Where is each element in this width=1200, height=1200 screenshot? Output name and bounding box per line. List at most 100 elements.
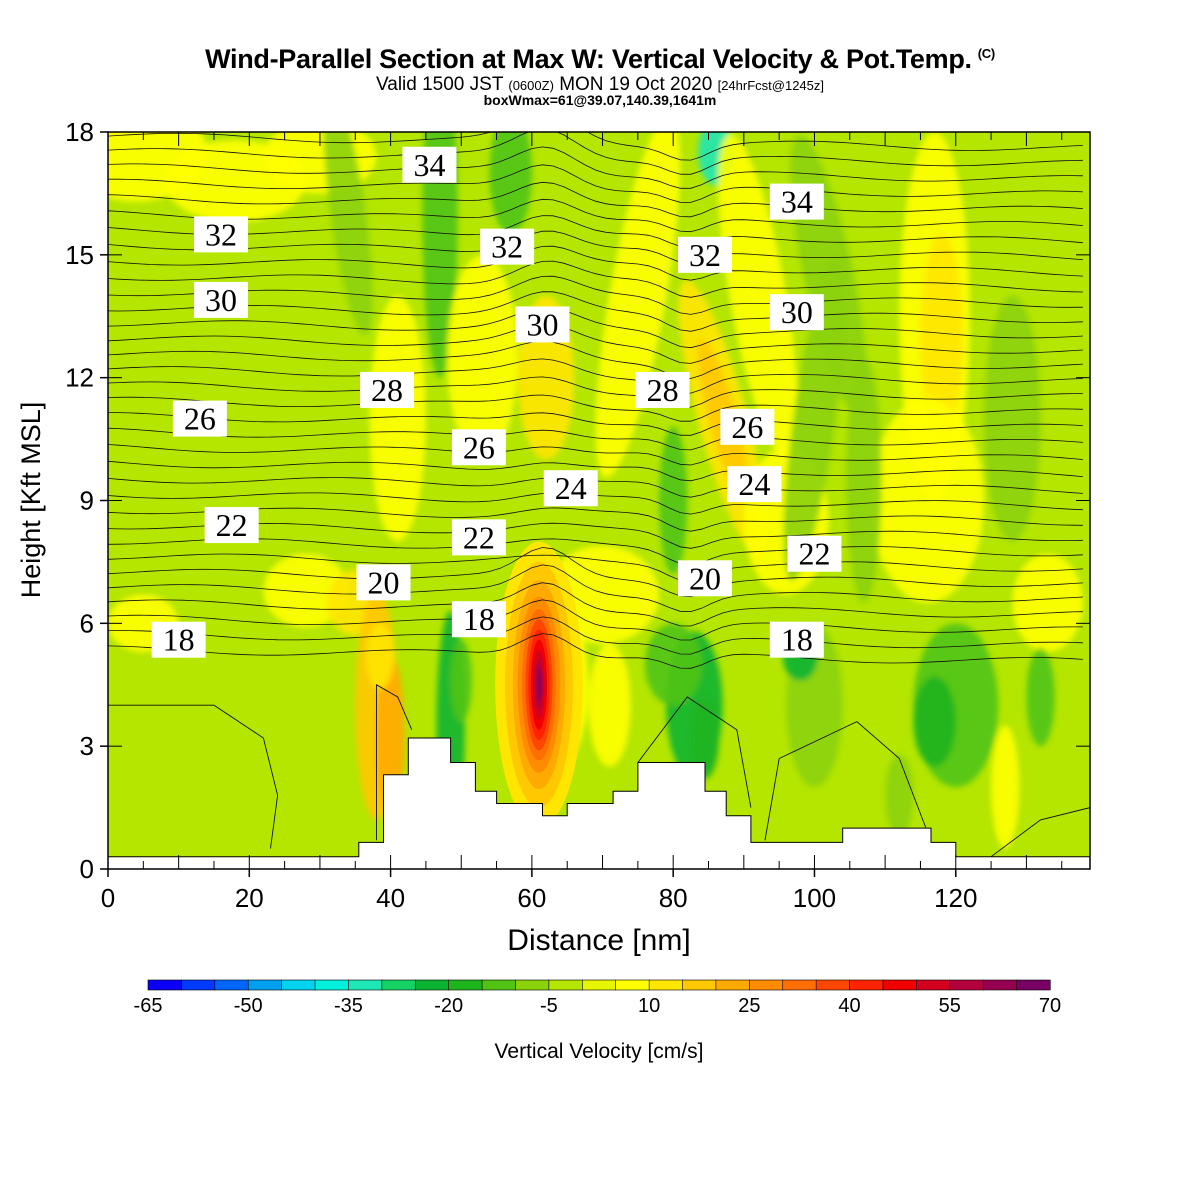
colorbar-tick-label: -65: [134, 995, 163, 1017]
colorbar-swatch: [481, 979, 517, 991]
field-cell: [991, 725, 1020, 849]
field-cell: [1026, 647, 1055, 747]
colorbar-swatch: [849, 979, 884, 991]
svg-text:34: 34: [781, 184, 813, 220]
colorbar-swatch: [815, 979, 851, 991]
valid-date: MON 19 Oct 2020: [559, 74, 713, 95]
theta-label: 22: [204, 507, 259, 544]
colorbar-tick-label: 40: [838, 995, 860, 1017]
colorbar-tick-label: 10: [638, 995, 660, 1017]
svg-text:32: 32: [205, 216, 237, 252]
theta-label: 26: [451, 429, 506, 466]
field-cell: [450, 639, 472, 722]
colorbar-swatch: [515, 979, 550, 991]
w-contour: [764, 721, 928, 841]
field-cell: [885, 754, 914, 837]
svg-text:22: 22: [798, 536, 830, 572]
svg-text:30: 30: [781, 294, 813, 330]
x-tick-label: 0: [101, 883, 115, 913]
theta-contour: [108, 181, 1083, 218]
theta-contour: [108, 260, 1083, 298]
field-cell: [690, 697, 720, 779]
theta-contour: [108, 547, 1083, 598]
theta-contour: [108, 376, 1083, 408]
colorbar-swatch: [414, 979, 450, 991]
field-cell: [323, 132, 373, 336]
colorbar-tick-label: -35: [334, 995, 363, 1017]
velocity-field: [108, 132, 1090, 869]
colorbar-swatch: [782, 979, 817, 991]
svg-text:26: 26: [731, 409, 763, 445]
colorbar-swatch: [882, 979, 917, 991]
theta-contour: [108, 394, 1083, 422]
x-tick-label: 40: [376, 883, 405, 913]
theta-contour: [108, 340, 1083, 379]
field-cell: [365, 623, 395, 689]
field-cell: [659, 426, 688, 575]
svg-text:22: 22: [463, 519, 495, 555]
svg-text:24: 24: [555, 470, 587, 506]
w-contour: [990, 807, 1090, 858]
colorbar-swatch: [381, 979, 416, 991]
x-tick-label: 80: [659, 883, 688, 913]
svg-text:34: 34: [413, 147, 445, 183]
field-cell: [913, 676, 956, 767]
y-tick-label: 6: [80, 608, 94, 638]
x-tick-label: 20: [235, 883, 264, 913]
colorbar-tick-label: 70: [1039, 995, 1061, 1017]
field-cell: [1012, 553, 1083, 652]
svg-text:22: 22: [216, 507, 248, 543]
theta-contour: [108, 291, 1083, 332]
theta-contour: [108, 245, 1083, 281]
theta-contours: [108, 132, 1090, 858]
theta-contour: [108, 275, 1083, 315]
colorbar-swatch: [648, 979, 684, 991]
theta-label: 22: [787, 535, 842, 572]
theta-contour: [108, 146, 1083, 189]
colorbar-swatch: [682, 979, 717, 991]
chart-subtitle: Valid 1500 JST (0600Z) MON 19 Oct 2020 […: [0, 74, 1200, 96]
w-contour: [637, 696, 752, 808]
colorbar-swatch: [1016, 979, 1051, 991]
colorbar-tick-label: 25: [738, 995, 760, 1017]
svg-text:26: 26: [184, 401, 216, 437]
y-tick-label: 0: [80, 854, 94, 884]
svg-text:28: 28: [371, 372, 403, 408]
theta-contour: [108, 323, 1083, 364]
theta-label: 24: [543, 470, 598, 507]
chart-title: Wind-Parallel Section at Max W: Vertical…: [205, 44, 995, 74]
svg-text:20: 20: [689, 560, 721, 596]
field-cell: [984, 295, 1041, 542]
terrain-profile: [107, 737, 1091, 870]
colorbar-swatch: [749, 979, 784, 991]
y-tick-label: 15: [65, 240, 94, 270]
svg-text:18: 18: [163, 622, 195, 658]
colorbar-tick-label: -50: [234, 995, 263, 1017]
colorbar-swatch: [715, 979, 750, 991]
theta-label: 18: [151, 621, 206, 658]
y-tick-label: 12: [65, 363, 94, 393]
field-cell: [846, 357, 882, 603]
forecast-info: [24hrFcst@1245z]: [717, 78, 825, 93]
theta-contour: [108, 599, 1083, 641]
field-cell: [369, 295, 426, 542]
theta-contour: [108, 582, 1083, 627]
x-axis-label: Distance [nm]: [507, 924, 690, 957]
theta-contour: [108, 460, 1083, 482]
theta-contour: [108, 553, 1083, 582]
theta-contour: [108, 215, 1083, 248]
field-cell: [718, 134, 798, 458]
theta-label: 30: [515, 306, 570, 343]
svg-text:32: 32: [689, 237, 721, 273]
svg-text:30: 30: [205, 282, 237, 318]
field-cell: [588, 643, 631, 767]
theta-contour: [108, 633, 1083, 669]
field-cell: [783, 256, 846, 581]
theta-label: 20: [677, 560, 732, 597]
theta-contour: [108, 616, 1083, 655]
theta-label: 30: [194, 281, 249, 318]
theta-label: 32: [480, 228, 535, 265]
theta-contour: [108, 164, 1083, 203]
colorbar-swatch: [348, 979, 383, 991]
colorbar-swatch: [581, 979, 617, 991]
